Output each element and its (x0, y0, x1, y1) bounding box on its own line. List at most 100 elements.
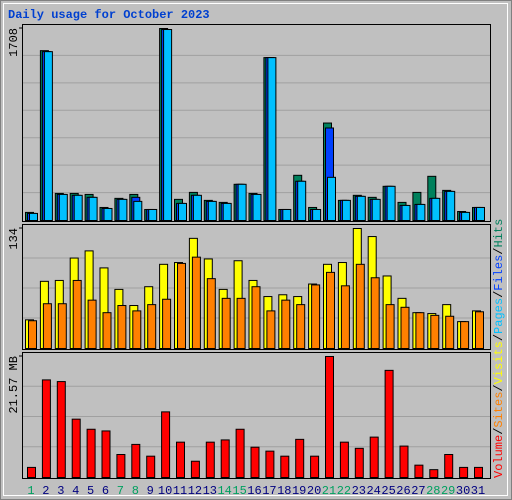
x-tick-label: 16 (247, 484, 261, 498)
bar (296, 304, 306, 350)
bar (56, 381, 66, 478)
bar (429, 469, 439, 479)
frame-bevel (3, 3, 508, 496)
legend-separator: / (492, 384, 506, 391)
x-tick-label: 6 (102, 484, 109, 498)
bar (446, 190, 456, 221)
bar (325, 356, 334, 478)
bar (371, 198, 381, 222)
bar (416, 203, 426, 222)
bar (356, 195, 366, 221)
x-tick-label: 15 (232, 484, 246, 498)
bar (221, 297, 231, 349)
bar (311, 284, 321, 349)
bar (117, 305, 127, 349)
bar (161, 411, 171, 479)
bar (339, 441, 349, 478)
bar (370, 277, 380, 349)
bar (163, 29, 173, 222)
bar (295, 438, 305, 479)
panel (22, 24, 491, 222)
bar (146, 455, 156, 478)
bar (267, 57, 277, 221)
bar (369, 436, 379, 478)
x-tick-label: 1 (27, 484, 34, 498)
bar (57, 303, 67, 349)
bar (250, 446, 260, 478)
bar (132, 310, 142, 349)
bar (445, 315, 455, 350)
bar (73, 194, 83, 221)
chart-title: Daily usage for October 2023 (8, 8, 210, 22)
x-tick-label: 25 (381, 484, 395, 498)
legend-separator: / (492, 291, 506, 298)
bar (222, 202, 232, 221)
bar (252, 193, 262, 222)
bar (192, 194, 202, 221)
x-tick-label: 29 (441, 484, 455, 498)
bar (207, 200, 217, 221)
bar (133, 200, 143, 221)
x-tick-label: 20 (307, 484, 321, 498)
legend-entry: Sites (492, 392, 506, 428)
legend-entry: Visits (492, 341, 506, 384)
legend-separator: / (492, 428, 506, 435)
bar (444, 454, 454, 478)
bar (148, 208, 158, 222)
x-tick-label: 18 (277, 484, 291, 498)
bar (281, 299, 291, 349)
x-tick-label: 22 (337, 484, 351, 498)
bar (101, 430, 111, 479)
bar (28, 320, 37, 349)
bar (354, 447, 364, 479)
bar (385, 304, 395, 350)
bar (414, 464, 424, 478)
legend-separator: / (492, 334, 506, 341)
bar (118, 198, 128, 222)
bar (178, 202, 187, 221)
bar (235, 428, 245, 479)
bar (176, 441, 185, 478)
bar (341, 199, 351, 221)
bar (147, 304, 157, 350)
bar (340, 285, 350, 350)
x-tick-label: 4 (72, 484, 79, 498)
legend-separator: / (492, 248, 506, 255)
x-tick-label: 17 (262, 484, 276, 498)
x-tick-label: 2 (42, 484, 49, 498)
y-tick-label: 1708 (7, 28, 21, 57)
bar (103, 207, 113, 221)
bar (266, 310, 276, 349)
bar (476, 206, 485, 222)
legend: Volume/Sites/Visits/Pages/Files/Hits (492, 219, 506, 478)
bar (251, 286, 261, 349)
x-tick-label: 19 (292, 484, 306, 498)
x-tick-label: 23 (352, 484, 366, 498)
x-tick-label: 13 (203, 484, 217, 498)
bar (459, 466, 469, 479)
x-tick-label: 14 (217, 484, 231, 498)
bar (72, 279, 82, 350)
x-tick-label: 9 (147, 484, 154, 498)
bar (131, 443, 141, 478)
bar (401, 204, 411, 221)
x-tick-label: 30 (456, 484, 470, 498)
bar (190, 460, 200, 478)
y-tick-label: 21.57 MB (7, 356, 21, 414)
bar (327, 176, 336, 221)
bar (220, 439, 230, 479)
bar (282, 208, 292, 222)
bar (236, 297, 246, 349)
bar (265, 450, 275, 478)
bar (415, 312, 425, 350)
bar (27, 466, 36, 479)
x-tick-label: 12 (188, 484, 202, 498)
bar (355, 263, 365, 349)
bar (116, 454, 126, 478)
x-tick-label: 31 (471, 484, 485, 498)
legend-entry: Pages (492, 298, 506, 334)
bar (191, 256, 201, 349)
bar (71, 418, 81, 478)
